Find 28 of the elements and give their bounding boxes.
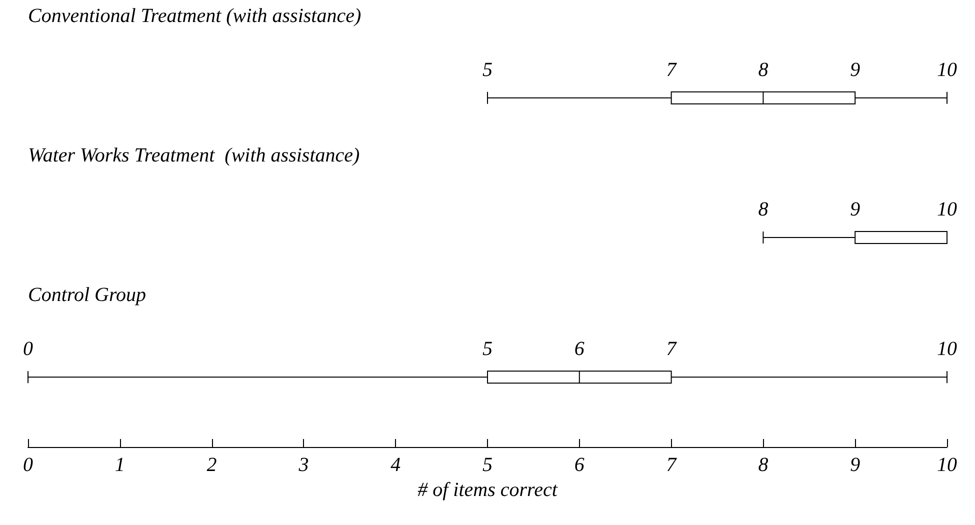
x-tick-label: 9 <box>850 454 860 476</box>
x-tick-label: 0 <box>23 454 33 476</box>
y-tick-label: Conventional Treatment (with assistance) <box>28 4 362 27</box>
y-tick-label: Control Group <box>28 284 146 306</box>
annotation: 9 <box>850 58 860 81</box>
x-tick-label: 10 <box>937 454 957 476</box>
x-tick-label: 5 <box>482 454 492 476</box>
x-tick-label: 4 <box>390 454 401 476</box>
annotation: 8 <box>758 58 768 81</box>
x-tick-label: 6 <box>574 454 584 476</box>
annotation: 5 <box>482 338 492 360</box>
x-tick-label: 7 <box>666 454 678 476</box>
annotation: 9 <box>850 198 860 220</box>
annotation: 7 <box>666 58 678 81</box>
annotation: 8 <box>758 198 768 220</box>
annotation: 10 <box>937 198 957 220</box>
x-tick-label: 3 <box>298 454 309 476</box>
annotation: 7 <box>666 338 678 360</box>
annotation: 5 <box>482 58 492 81</box>
x-tick-label: 1 <box>114 454 125 476</box>
annotation: 10 <box>937 58 957 81</box>
annotation: 6 <box>574 338 584 360</box>
annotation: 10 <box>937 338 957 360</box>
x-tick-label: 8 <box>758 454 768 476</box>
annotation: 0 <box>23 338 33 360</box>
y-tick-label: Water Works Treatment (with assistance) <box>28 144 360 166</box>
x-axis-title: # of items correct <box>418 478 558 501</box>
x-tick-label: 2 <box>206 454 217 476</box>
